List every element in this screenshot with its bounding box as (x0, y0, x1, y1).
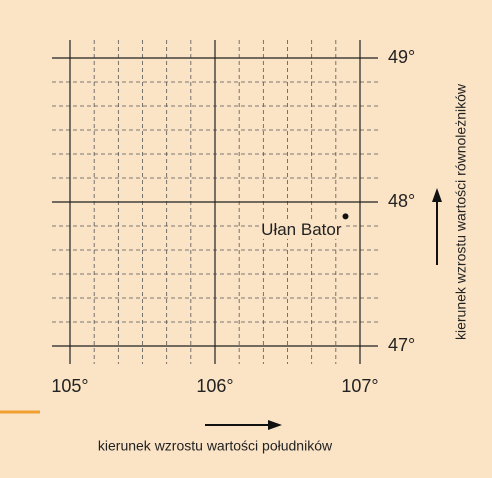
city-point (342, 213, 349, 220)
x-label: kierunek wzrostu wartości południków (98, 438, 333, 454)
x-tick-label: 107° (341, 376, 378, 396)
y-tick-label: 48° (388, 191, 415, 211)
x-tick-label: 106° (196, 376, 233, 396)
point-label: Ułan Bator (261, 220, 342, 239)
label-background (259, 219, 344, 239)
x-arrow-head (268, 420, 282, 430)
grid (52, 40, 378, 364)
y-tick-label: 49° (388, 47, 415, 67)
y-label: kierunek wzrostu wartości równoleżników (453, 83, 469, 340)
x-tick-label: 105° (51, 376, 88, 396)
y-arrow-head (432, 188, 442, 202)
y-tick-label: 47° (388, 335, 415, 355)
